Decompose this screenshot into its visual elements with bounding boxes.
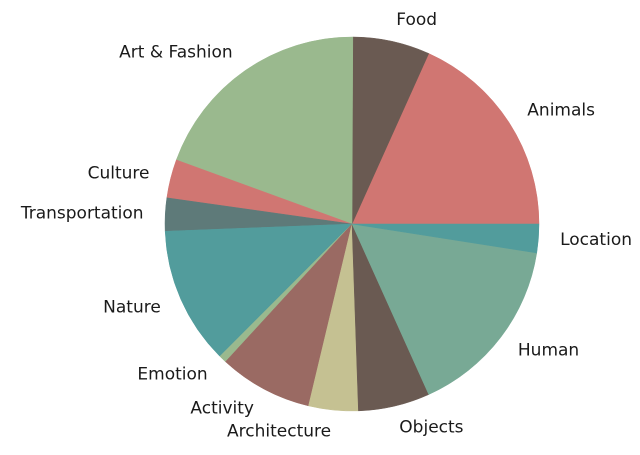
pie-label-activity: Activity: [190, 398, 254, 418]
pie-labels: Animals Food Art & Fashion Culture Transport…: [20, 10, 632, 442]
pie-slice-nature: [164, 223, 353, 357]
pie-label-objects: Objects: [399, 417, 463, 437]
pie-label-architecture: Architecture: [227, 422, 331, 442]
pie-slice-animals: [351, 53, 540, 225]
pie-label-nature: Nature: [103, 298, 161, 318]
pie-label-human: Human: [518, 341, 579, 361]
pie-slice-location: [351, 223, 540, 254]
pie-label-location: Location: [560, 230, 632, 250]
pie-label-animals: Animals: [527, 101, 595, 121]
pie-label-culture: Culture: [88, 163, 150, 183]
pie-label-food: Food: [396, 10, 437, 30]
pie-label-transportation: Transportation: [20, 203, 144, 223]
pie-label-emotion: Emotion: [137, 365, 207, 385]
pie-slice-activity: [225, 223, 353, 407]
pie-slices: [164, 36, 540, 412]
pie-slice-human: [351, 223, 538, 395]
pie-label-art-fashion: Art & Fashion: [119, 43, 233, 63]
pie-slice-art-fashion: [175, 36, 354, 225]
